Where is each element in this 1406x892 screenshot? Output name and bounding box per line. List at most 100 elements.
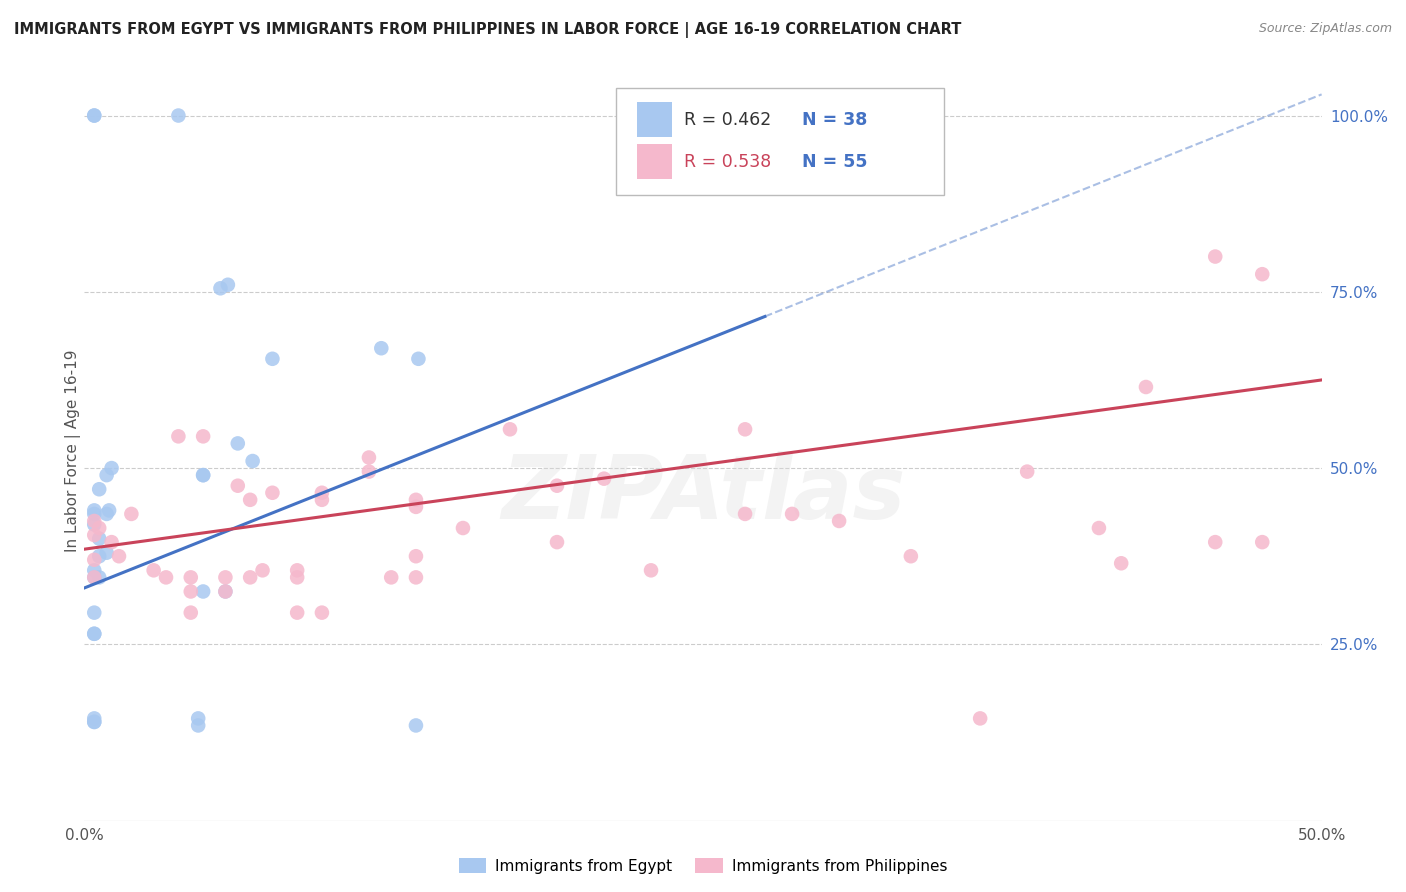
Point (83, 714, 105, 729)
Point (734, 422, 756, 436)
Point (780, 507, 803, 521)
FancyBboxPatch shape (637, 102, 672, 137)
Point (1135, 380, 1157, 394)
Point (405, 718, 427, 732)
Point (214, 584, 236, 599)
Point (1204, 250, 1226, 264)
Point (242, 454, 264, 468)
Point (262, 485, 284, 500)
Point (370, 341, 392, 355)
Point (214, 570, 236, 584)
Point (83, 606, 105, 620)
Point (83, 714, 105, 729)
FancyBboxPatch shape (637, 144, 672, 179)
Text: IMMIGRANTS FROM EGYPT VS IMMIGRANTS FROM PHILIPPINES IN LABOR FORCE | AGE 16-19 : IMMIGRANTS FROM EGYPT VS IMMIGRANTS FROM… (14, 22, 962, 38)
Point (262, 351, 284, 366)
Point (89, 549, 111, 564)
Point (285, 570, 308, 584)
Point (217, 277, 239, 292)
Point (252, 563, 274, 577)
Point (100, 535, 122, 549)
Point (83, 570, 105, 584)
Point (83, 517, 105, 532)
Text: N = 55: N = 55 (801, 153, 868, 170)
Point (89, 521, 111, 535)
Point (285, 563, 308, 577)
Point (1017, 465, 1039, 479)
Point (89, 482, 111, 496)
Point (969, 711, 991, 725)
Point (187, 711, 209, 725)
Point (734, 507, 756, 521)
Point (1204, 535, 1226, 549)
Point (546, 479, 568, 493)
Point (83, 711, 105, 725)
Point (191, 468, 214, 483)
Point (89, 570, 111, 584)
Point (226, 436, 249, 450)
Point (380, 570, 402, 584)
Point (83, 627, 105, 641)
Point (593, 472, 616, 486)
Point (754, 109, 776, 123)
Point (83, 109, 105, 123)
Point (828, 514, 851, 528)
Point (451, 521, 474, 535)
Point (311, 606, 333, 620)
Point (83, 570, 105, 584)
Point (100, 461, 122, 475)
Point (83, 503, 105, 517)
Point (180, 570, 202, 584)
Point (499, 422, 522, 436)
Point (357, 465, 380, 479)
Text: R = 0.538: R = 0.538 (685, 153, 772, 170)
Point (180, 584, 202, 599)
Point (142, 563, 165, 577)
Point (96, 507, 118, 521)
Point (311, 485, 333, 500)
Point (239, 570, 262, 584)
Point (209, 281, 232, 295)
Y-axis label: In Labor Force | Age 16-19: In Labor Force | Age 16-19 (65, 349, 82, 552)
Point (83, 627, 105, 641)
Point (546, 535, 568, 549)
Point (167, 109, 190, 123)
FancyBboxPatch shape (616, 87, 945, 195)
Text: N = 38: N = 38 (801, 111, 868, 128)
Text: Source: ZipAtlas.com: Source: ZipAtlas.com (1258, 22, 1392, 36)
Point (311, 492, 333, 507)
Point (191, 429, 214, 443)
Point (89, 532, 111, 546)
Point (226, 479, 249, 493)
Point (83, 507, 105, 521)
Point (187, 718, 209, 732)
Point (83, 563, 105, 577)
Point (155, 570, 177, 584)
Point (191, 468, 214, 483)
Point (83, 109, 105, 123)
Point (96, 546, 118, 560)
Point (167, 429, 190, 443)
Point (405, 500, 427, 514)
Point (1251, 267, 1274, 281)
Point (405, 492, 427, 507)
Point (83, 528, 105, 542)
Point (900, 549, 922, 564)
Legend: Immigrants from Egypt, Immigrants from Philippines: Immigrants from Egypt, Immigrants from P… (453, 852, 953, 880)
Point (285, 606, 308, 620)
Point (405, 570, 427, 584)
Point (408, 351, 430, 366)
Point (83, 553, 105, 567)
Point (83, 514, 105, 528)
Point (96, 468, 118, 483)
Text: ZIPAtlas: ZIPAtlas (501, 451, 905, 539)
Point (357, 450, 380, 465)
Point (640, 563, 662, 577)
Point (405, 549, 427, 564)
Point (120, 507, 142, 521)
Point (1088, 521, 1111, 535)
Point (108, 549, 131, 564)
Point (214, 584, 236, 599)
Point (191, 584, 214, 599)
Point (239, 492, 262, 507)
